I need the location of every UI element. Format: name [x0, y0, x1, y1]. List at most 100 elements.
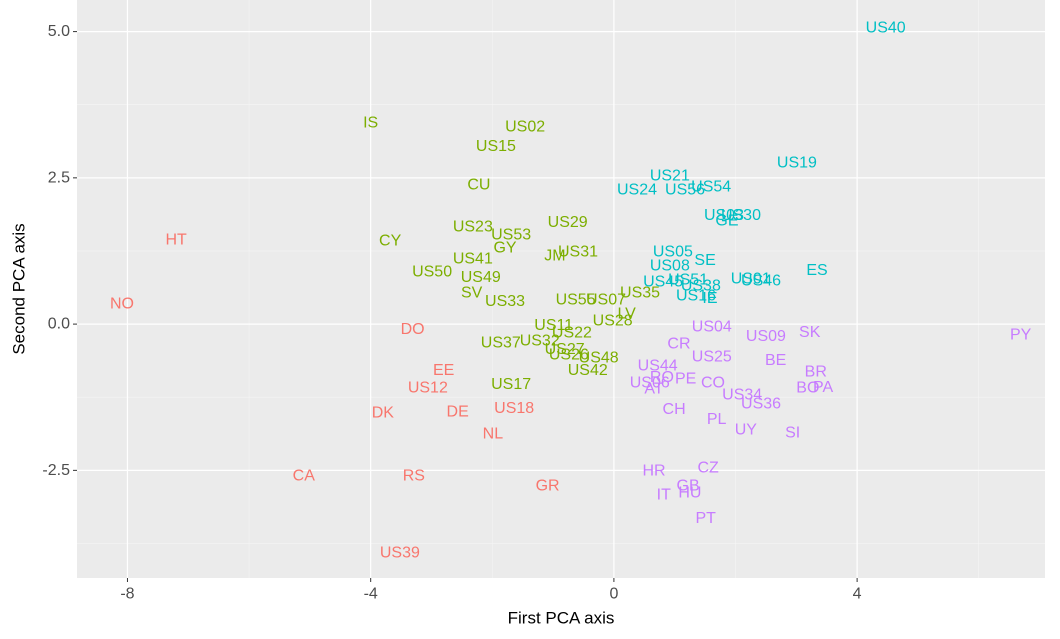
- point-label: UY: [735, 421, 758, 438]
- point-label: US36: [741, 396, 781, 413]
- point-label: US11: [534, 317, 573, 334]
- point-label: US39: [380, 544, 420, 561]
- point-label: DE: [447, 403, 469, 420]
- point-label: US35: [620, 285, 660, 302]
- point-label: US40: [866, 20, 906, 37]
- point-label: US42: [568, 362, 608, 379]
- point-label: US53: [491, 227, 531, 244]
- point-label: RS: [403, 468, 425, 485]
- point-label: BE: [765, 352, 786, 369]
- point-label: US07: [586, 292, 626, 309]
- point-label: US28: [593, 313, 633, 330]
- axes: -8 -4 0 4 -2.5 0.0 2.5 5.0: [42, 23, 861, 602]
- point-label: IT: [657, 486, 671, 503]
- point-label: GE: [715, 213, 738, 230]
- point-label: DK: [372, 405, 395, 422]
- grid: [77, 0, 1045, 578]
- point-label: PT: [695, 510, 716, 527]
- point-label: US04: [692, 319, 732, 336]
- point-label: CA: [293, 468, 316, 485]
- point-label: BO: [796, 379, 819, 396]
- point-label: IS: [363, 114, 378, 131]
- point-label: US17: [491, 376, 531, 393]
- point-label: ES: [806, 262, 827, 279]
- y-tick-label: 5.0: [48, 23, 70, 40]
- point-label: PY: [1010, 327, 1032, 344]
- y-tick-label: 2.5: [48, 169, 70, 186]
- point-label: CH: [663, 401, 686, 418]
- point-label: US24: [617, 182, 657, 199]
- point-label: US23: [453, 218, 493, 235]
- point-label: US37: [481, 334, 521, 351]
- point-label: US01: [731, 271, 771, 288]
- point-label: NO: [110, 296, 134, 313]
- point-label: US29: [548, 214, 588, 231]
- point-label: JM: [544, 248, 565, 265]
- point-label: US19: [777, 155, 817, 172]
- y-tick-label: 0.0: [48, 316, 70, 333]
- point-label: US38: [681, 278, 721, 295]
- point-label: NL: [483, 426, 504, 443]
- point-label: US09: [746, 328, 786, 345]
- point-label: US46: [741, 272, 781, 289]
- y-tick-label: -2.5: [42, 462, 70, 479]
- x-axis-title: First PCA axis: [508, 609, 615, 628]
- point-label: RO: [650, 369, 674, 386]
- point-label: US50: [412, 264, 452, 281]
- point-label: HR: [642, 462, 665, 479]
- point-label: US34: [722, 386, 762, 403]
- point-label: DO: [401, 321, 425, 338]
- point-label: US49: [461, 269, 501, 286]
- point-label: PA: [813, 379, 833, 396]
- panel: [77, 0, 1045, 578]
- point-label: US55: [556, 292, 596, 309]
- point-label: GR: [536, 478, 560, 495]
- point-label: US25: [692, 348, 732, 365]
- point-label: CR: [667, 335, 690, 352]
- x-tick-label: 4: [853, 586, 862, 603]
- point-label: US08: [650, 258, 690, 275]
- point-label: US41: [453, 251, 493, 268]
- point-label: US26: [549, 347, 589, 364]
- point-label: SI: [785, 424, 800, 441]
- point-label: BR: [805, 364, 827, 381]
- point-label: IE: [702, 290, 717, 307]
- point-label: AT: [644, 381, 663, 398]
- y-axis-title: Second PCA axis: [10, 223, 29, 354]
- point-label: GY: [493, 240, 516, 257]
- x-tick-label: -4: [364, 586, 378, 603]
- point-label: SE: [694, 252, 715, 269]
- x-tick-label: 0: [609, 586, 618, 603]
- point-label: US22: [552, 324, 592, 341]
- point-label: CO: [701, 375, 725, 392]
- point-label: US44: [638, 358, 678, 375]
- point-label: US06: [630, 375, 670, 392]
- point-label: LV: [617, 306, 636, 323]
- point-label: US48: [579, 350, 619, 367]
- x-tick-label: -8: [120, 586, 134, 603]
- point-label: US05: [653, 244, 693, 261]
- point-label: US33: [485, 293, 525, 310]
- point-label: US16: [676, 288, 716, 305]
- point-label: PE: [675, 371, 696, 388]
- point-label: US31: [558, 244, 598, 261]
- point-label: US15: [476, 138, 516, 155]
- point-label: SK: [799, 324, 821, 341]
- point-label: US51: [668, 272, 708, 289]
- point-label: CU: [467, 176, 490, 193]
- point-label: US30: [721, 207, 761, 224]
- point-label: SV: [461, 285, 483, 302]
- point-label: US32: [520, 333, 560, 350]
- point-label: US54: [691, 179, 731, 196]
- point-label: US03: [704, 207, 744, 224]
- point-label: HU: [678, 485, 701, 502]
- point-label: US18: [494, 400, 534, 417]
- point-label: EE: [433, 362, 454, 379]
- point-label: GB: [677, 478, 700, 495]
- point-label: PL: [707, 411, 727, 428]
- point-label: US21: [650, 168, 690, 185]
- point-label: US45: [643, 273, 683, 290]
- point-label: CZ: [697, 460, 719, 477]
